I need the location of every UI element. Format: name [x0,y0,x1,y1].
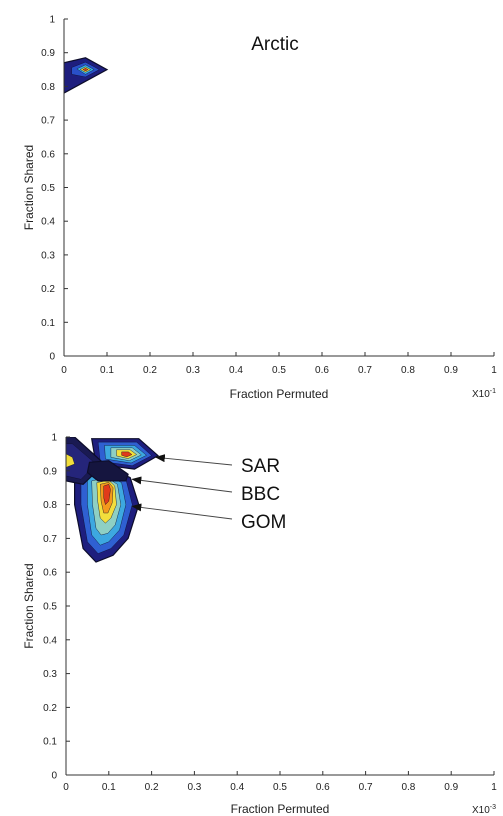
x-tick-label: 0.1 [102,782,116,793]
x-tick-label: 0.3 [186,365,200,376]
x-tick-label: 0.7 [359,782,373,793]
x-tick-label: 0.8 [401,782,415,793]
annotation-label-gom: GOM [241,512,286,533]
x-tick-label: 0.5 [272,365,286,376]
region-overlap [86,460,129,482]
annotation-arrow-sar [154,454,233,466]
contour-level-arctic-5 [82,67,89,72]
y-tick-label: 0.4 [41,217,55,228]
x-tick-label: 0.5 [273,782,287,793]
y-tick-label: 0.8 [41,82,55,93]
y-axis-label: Fraction Shared [22,145,36,230]
panel-annotation: Arctic [251,34,299,55]
y-tick-label: 0.5 [41,183,55,194]
y-tick-label: 0.9 [43,466,57,477]
x-axis-multiplier: X10-1 [472,388,496,400]
y-tick-label: 0.1 [41,318,55,329]
y-tick-label: 0.1 [43,737,57,748]
x-tick-label: 0.6 [316,782,330,793]
y-tick-label: 0.5 [43,602,57,613]
y-tick-label: 0.2 [43,703,57,714]
contour-level-gom-7 [103,484,111,505]
y-tick-label: 0.7 [41,116,55,127]
contour-area [64,57,109,94]
y-tick-label: 1 [49,15,55,26]
y-tick-label: 1 [51,433,57,444]
x-tick-label: 0.1 [100,365,114,376]
y-tick-label: 0.4 [43,635,57,646]
x-tick-label: 0.8 [401,365,415,376]
x-tick-label: 0.4 [230,782,244,793]
chart-panel-1: 0 0.1 0.2 0.3 0.4 0.5 0.6 0.7 0.8 0.9 1 0 0.1 0.2 0.3 0… [22,15,497,402]
annotation-label-bbc: BBC [241,484,280,505]
x-axis-multiplier: X10-3 [472,804,496,816]
x-axis-label: Fraction Permuted [230,387,329,401]
x-tick-label: 0.9 [444,365,458,376]
y-tick-label: 0.3 [43,669,57,680]
x-tick-label: 0.2 [145,782,159,793]
y-tick-label: 0.9 [41,48,55,59]
x-tick-label: 1 [491,782,497,793]
region-arctic [64,57,109,94]
y-axis-label: Fraction Shared [22,563,36,648]
x-tick-label: 0.4 [229,365,243,376]
x-tick-label: 0.6 [315,365,329,376]
x-tick-label: 0.9 [444,782,458,793]
y-tick-label: 0.2 [41,284,55,295]
annotation-label-sar: SAR [241,456,280,477]
y-tick-label: 0.6 [43,568,57,579]
x-tick-label: 0.7 [358,365,372,376]
x-tick-label: 0 [61,365,67,376]
x-axis-label: Fraction Permuted [231,802,330,816]
chart-panel-2: 0 0.1 0.2 0.3 0.4 0.5 0.6 0.7 0.8 0.9 1 0 0.1 0.2 0.3 0… [22,433,497,816]
y-tick-label: 0.3 [41,250,55,261]
x-tick-label: 0 [63,782,69,793]
y-tick-label: 0.6 [41,149,55,160]
y-tick-label: 0 [51,771,57,782]
annotation-arrow-bbc [131,476,233,493]
y-tick-label: 0.8 [43,500,57,511]
contour-area [66,437,160,563]
annotation-arrow-gom [131,503,233,520]
x-tick-label: 0.2 [143,365,157,376]
contour-level-sar-6 [121,451,133,458]
y-tick-label: 0.7 [43,534,57,545]
contour-level-overlap-1 [86,460,129,482]
contour-level-bbc-3 [66,453,75,468]
x-tick-label: 1 [491,365,497,376]
y-tick-label: 0 [49,352,55,363]
x-tick-label: 0.3 [187,782,201,793]
